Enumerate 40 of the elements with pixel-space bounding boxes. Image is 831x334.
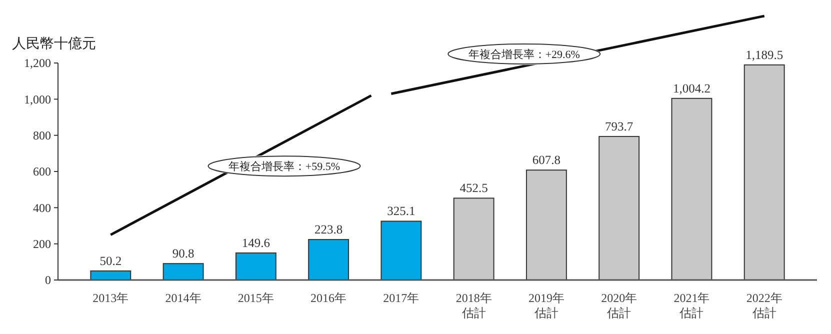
data-label: 452.5 bbox=[460, 181, 488, 196]
data-label: 1,189.5 bbox=[746, 48, 784, 62]
bar bbox=[453, 198, 494, 280]
y-tick-label: 200 bbox=[33, 237, 51, 252]
x-tick-label: 2022年估計 bbox=[746, 291, 782, 320]
text: 年複合增長率：+29.6% bbox=[468, 48, 580, 61]
data-label: 793.7 bbox=[605, 119, 634, 134]
x-tick-label: 2015年 bbox=[238, 291, 274, 305]
bar bbox=[162, 263, 204, 280]
data-label: 223.8 bbox=[314, 222, 343, 237]
data-label: 1,004.2 bbox=[672, 81, 710, 96]
bar bbox=[235, 252, 276, 280]
data-label: 90.8 bbox=[172, 246, 194, 261]
bar bbox=[598, 136, 640, 280]
y-tick-label: 1,200 bbox=[24, 56, 51, 70]
y-axis-title: 人民幣十億元 bbox=[12, 36, 96, 52]
x-tick-label: 2017年 bbox=[383, 291, 420, 305]
y-tick-label: 400 bbox=[33, 200, 51, 215]
y-tick-label: 800 bbox=[33, 128, 51, 143]
bar bbox=[308, 239, 350, 280]
bar bbox=[526, 170, 567, 280]
x-tick-label: 2019年估計 bbox=[528, 291, 564, 320]
annotation: 年複合增長率：+59.5% bbox=[228, 160, 340, 173]
bar bbox=[671, 98, 712, 280]
y-tick-label: 0 bbox=[45, 273, 51, 288]
x-tick-label: 2016年 bbox=[310, 291, 347, 305]
data-label: 325.1 bbox=[387, 204, 416, 218]
x-tick-label: 2020年估計 bbox=[601, 291, 638, 320]
y-tick-label: 1,000 bbox=[24, 92, 51, 106]
x-tick-label: 2014年 bbox=[165, 291, 202, 305]
x-tick-label: 2013年 bbox=[92, 291, 129, 305]
x-tick-label: 2018年估計 bbox=[456, 291, 492, 320]
bar bbox=[380, 220, 422, 280]
data-label: 607.8 bbox=[532, 153, 561, 168]
y-tick-label: 600 bbox=[33, 164, 51, 179]
bar bbox=[744, 64, 785, 280]
x-tick-label: 2021年估計 bbox=[674, 291, 710, 320]
data-label: 149.6 bbox=[242, 236, 270, 250]
data-label: 50.2 bbox=[100, 254, 122, 268]
bar bbox=[90, 270, 132, 280]
